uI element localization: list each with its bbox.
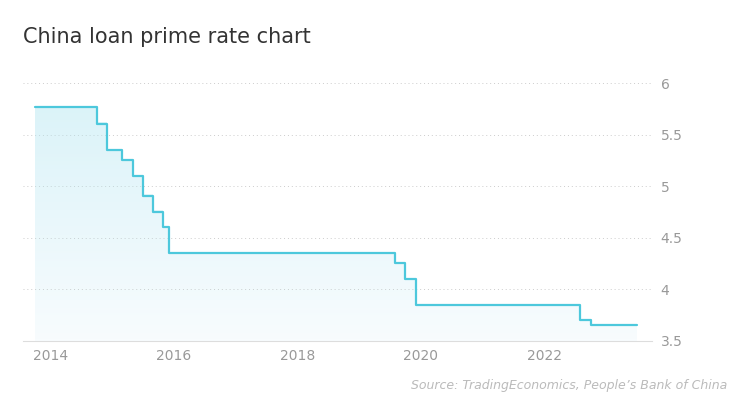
Text: Source: TradingEconomics, People’s Bank of China: Source: TradingEconomics, People’s Bank … [411,379,728,392]
Text: China loan prime rate chart: China loan prime rate chart [22,27,310,47]
